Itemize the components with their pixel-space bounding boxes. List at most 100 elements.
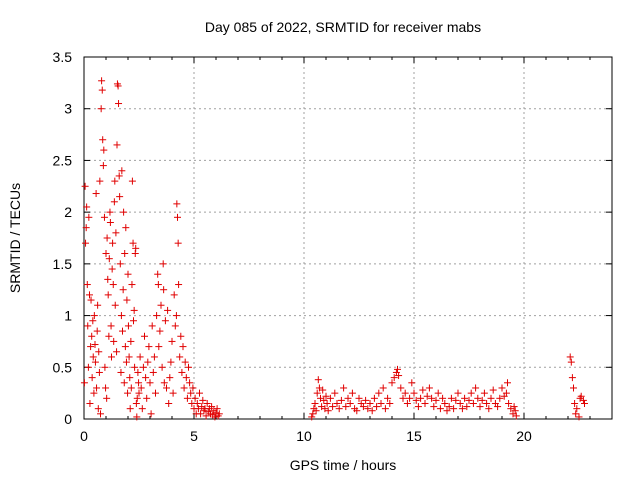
data-point <box>197 410 205 418</box>
data-point <box>160 379 168 387</box>
data-point <box>92 190 100 198</box>
data-point <box>571 399 579 407</box>
data-point <box>370 394 378 402</box>
data-point <box>447 394 455 402</box>
data-point <box>333 399 341 407</box>
data-point <box>461 394 469 402</box>
data-point <box>384 394 392 402</box>
data-point <box>335 405 343 413</box>
data-point <box>106 208 114 216</box>
y-axis-label: SRMTID / TECUs <box>7 183 23 293</box>
data-point <box>102 250 110 258</box>
data-point <box>147 410 155 418</box>
data-point <box>388 379 396 387</box>
data-point <box>313 389 321 397</box>
data-point <box>95 368 103 376</box>
data-point <box>425 384 433 392</box>
data-point <box>187 389 195 397</box>
data-point <box>176 353 184 361</box>
data-point <box>191 394 199 402</box>
data-point <box>130 317 137 325</box>
data-point <box>98 86 106 94</box>
y-tick-label: 0.5 <box>53 359 73 375</box>
data-point <box>381 405 389 413</box>
data-point <box>97 105 105 113</box>
data-point <box>145 343 153 351</box>
data-point <box>129 239 137 247</box>
data-point <box>458 405 466 413</box>
data-point <box>362 396 370 404</box>
data-point <box>452 396 460 404</box>
data-point <box>410 389 418 397</box>
data-point <box>483 399 491 407</box>
data-point <box>108 353 115 361</box>
data-point <box>87 296 95 304</box>
data-point <box>202 412 210 420</box>
data-point <box>397 384 405 392</box>
data-point <box>456 399 464 407</box>
data-point <box>166 374 174 382</box>
data-point <box>121 250 129 258</box>
data-point <box>476 403 484 411</box>
data-point <box>124 389 132 397</box>
data-point <box>123 296 131 304</box>
data-point <box>114 82 122 90</box>
data-point <box>131 363 139 371</box>
data-point <box>139 363 147 371</box>
data-point <box>568 374 576 382</box>
data-point <box>340 384 348 392</box>
data-point <box>572 410 580 418</box>
data-point <box>314 376 322 384</box>
data-point <box>170 291 178 299</box>
data-point <box>99 136 107 144</box>
data-point <box>150 353 158 361</box>
data-point <box>408 379 416 387</box>
data-point <box>109 281 117 289</box>
data-point <box>193 399 201 407</box>
data-point <box>132 399 140 407</box>
data-point <box>108 265 116 273</box>
data-point <box>87 343 95 351</box>
data-point <box>348 389 356 397</box>
data-point <box>319 386 327 394</box>
data-point <box>421 399 429 407</box>
data-point <box>82 224 90 232</box>
data-point <box>88 374 96 382</box>
data-point <box>346 399 354 407</box>
data-point <box>215 410 223 418</box>
data-point <box>115 172 123 180</box>
data-point <box>157 301 165 309</box>
data-point <box>153 312 161 320</box>
data-point <box>130 306 138 314</box>
data-point <box>487 394 495 402</box>
data-point <box>83 281 91 289</box>
data-point <box>169 389 177 397</box>
data-point <box>112 229 120 237</box>
data-point <box>428 394 436 402</box>
data-point <box>110 198 118 206</box>
data-point <box>186 379 194 387</box>
data-point <box>450 405 458 413</box>
data-point <box>189 384 197 392</box>
data-point <box>366 399 374 407</box>
y-tick-label: 1.5 <box>53 256 73 272</box>
data-point <box>144 358 152 366</box>
data-point <box>375 389 383 397</box>
data-point <box>125 353 133 361</box>
data-point <box>152 389 159 397</box>
plot-frame <box>83 56 613 420</box>
data-point <box>502 389 510 397</box>
data-point <box>98 77 106 85</box>
data-point <box>465 396 473 404</box>
data-point <box>419 386 427 394</box>
data-point <box>127 384 135 392</box>
data-point <box>80 379 88 387</box>
data-point <box>103 394 111 402</box>
data-point <box>573 405 581 413</box>
data-point <box>122 358 130 366</box>
data-point <box>324 407 332 415</box>
data-point <box>196 389 203 397</box>
data-point <box>109 239 117 247</box>
data-point <box>172 312 180 320</box>
data-point <box>128 177 136 185</box>
